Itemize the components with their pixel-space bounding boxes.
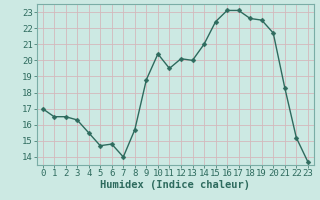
X-axis label: Humidex (Indice chaleur): Humidex (Indice chaleur): [100, 180, 250, 190]
